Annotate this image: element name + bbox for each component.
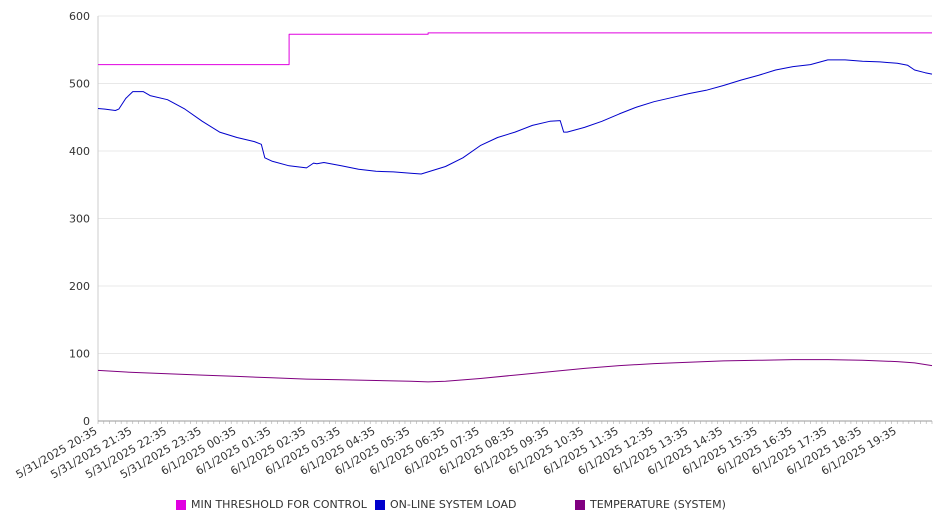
legend-label-min-threshold: MIN THRESHOLD FOR CONTROL bbox=[191, 498, 367, 511]
y-tick-label: 400 bbox=[69, 145, 90, 158]
legend-label-temperature: TEMPERATURE (SYSTEM) bbox=[590, 498, 726, 511]
legend-swatch-min-threshold bbox=[176, 499, 186, 510]
y-tick-label: 300 bbox=[69, 213, 90, 226]
legend-swatch-online-system-load bbox=[375, 499, 385, 510]
series-line-1 bbox=[97, 59, 933, 175]
series-lines bbox=[97, 32, 933, 383]
series-line-0 bbox=[98, 32, 932, 66]
legend-item-temperature[interactable]: TEMPERATURE (SYSTEM) bbox=[575, 498, 726, 511]
y-tick-label: 500 bbox=[69, 78, 90, 91]
series-line-2 bbox=[97, 359, 933, 383]
axes bbox=[97, 16, 933, 424]
x-tick-labels: 5/31/2025 20:355/31/2025 21:355/31/2025 … bbox=[14, 424, 899, 481]
legend: MIN THRESHOLD FOR CONTROL ON-LINE SYSTEM… bbox=[0, 498, 946, 514]
legend-label-online-system-load: ON-LINE SYSTEM LOAD bbox=[390, 498, 517, 511]
y-tick-labels: 0 100 200 300 400 500 600 bbox=[69, 10, 90, 428]
legend-swatch-temperature bbox=[575, 499, 585, 510]
y-tick-label: 0 bbox=[83, 415, 90, 428]
y-tick-label: 100 bbox=[69, 348, 90, 361]
legend-item-min-threshold[interactable]: MIN THRESHOLD FOR CONTROL bbox=[176, 498, 367, 511]
y-tick-label: 600 bbox=[69, 10, 90, 23]
y-tick-label: 200 bbox=[69, 280, 90, 293]
grid-lines bbox=[98, 15, 932, 354]
legend-item-online-system-load[interactable]: ON-LINE SYSTEM LOAD bbox=[375, 498, 516, 511]
